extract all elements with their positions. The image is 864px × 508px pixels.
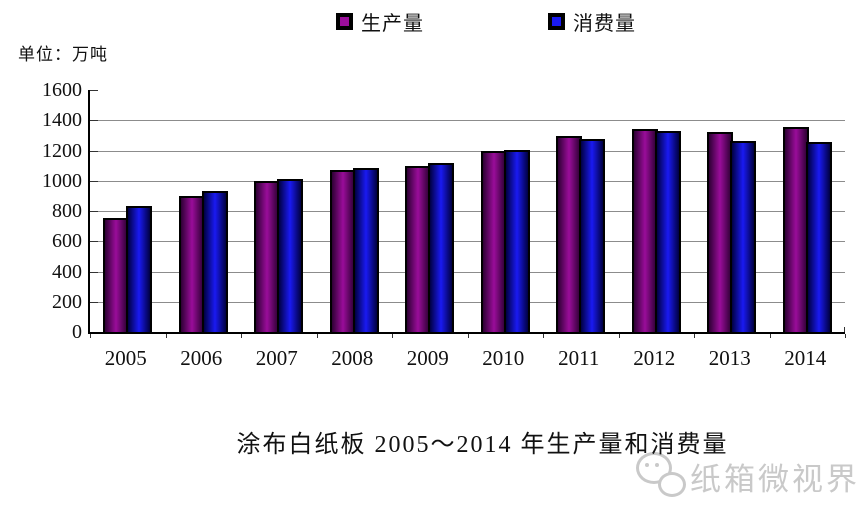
- production-bar-2014: [782, 127, 809, 332]
- bar-group-2009: [392, 163, 468, 332]
- y-axis-label-1600: 1600: [42, 79, 82, 101]
- legend-label-production: 生产量: [361, 13, 424, 35]
- x-tick-1: [165, 334, 167, 338]
- bar-group-2008: [317, 167, 393, 332]
- y-axis-label-1000: 1000: [42, 169, 82, 192]
- x-axis-label-2010: 2010: [482, 346, 525, 370]
- legend-item-production: 生产量: [336, 7, 424, 36]
- bar-group-2014: [770, 127, 846, 332]
- bar-group-2013: [694, 132, 770, 332]
- y-axis-label-200: 200: [52, 290, 82, 313]
- y-axis-label-400: 400: [52, 260, 82, 283]
- x-axis-label-2011: 2011: [558, 346, 600, 370]
- x-axis-end-tick: [844, 327, 845, 332]
- x-tick-10: [845, 334, 846, 338]
- y-axis-label-0: 0: [72, 321, 82, 343]
- x-tick-7: [618, 334, 620, 338]
- x-axis-label-2013: 2013: [708, 346, 751, 370]
- y-tick-1000: [90, 180, 98, 182]
- consumption-bar-2009: [428, 163, 455, 332]
- y-tick-400: [90, 271, 98, 273]
- x-tick-6: [543, 334, 544, 338]
- gridline-600: [90, 241, 845, 243]
- x-tick-5: [467, 334, 469, 338]
- x-tick-0: [90, 334, 91, 338]
- x-axis-label-2014: 2014: [784, 346, 827, 370]
- legend-label-consumption: 消费量: [573, 13, 636, 35]
- consumption-legend-swatch-icon: [548, 13, 565, 30]
- gridline-1400: [90, 120, 845, 122]
- x-tick-2: [241, 334, 242, 338]
- production-bar-2013: [707, 132, 734, 332]
- bar-group-2012: [619, 128, 695, 332]
- consumption-bar-2008: [352, 167, 379, 332]
- x-axis-label-2009: 2009: [406, 346, 449, 370]
- x-axis-label-2007: 2007: [255, 346, 298, 370]
- x-axis-label-2012: 2012: [633, 346, 676, 370]
- bar-group-2011: [543, 136, 619, 332]
- x-tick-9: [769, 334, 771, 338]
- y-tick-200: [90, 301, 98, 303]
- bar-series-container: [90, 90, 845, 332]
- consumption-bar-2011: [579, 139, 606, 332]
- consumption-bar-2007: [277, 179, 304, 332]
- y-axis-label-800: 800: [52, 200, 82, 222]
- gridline-800: [90, 211, 845, 212]
- legend-item-consumption: 消费量: [548, 7, 636, 36]
- watermark: 纸箱微视界: [632, 448, 860, 504]
- gridline-1000: [90, 180, 845, 182]
- x-tick-8: [694, 334, 695, 338]
- bar-group-2006: [166, 191, 242, 332]
- plot-area: [88, 90, 846, 338]
- chat-bubbles-logo-icon: [632, 448, 690, 504]
- x-tick-4: [392, 334, 393, 338]
- y-axis-label-1200: 1200: [42, 139, 82, 162]
- consumption-bar-2010: [503, 149, 530, 332]
- consumption-bar-2005: [126, 206, 153, 332]
- y-tick-1600: [90, 90, 98, 91]
- y-axis-label-600: 600: [52, 230, 82, 253]
- y-axis-unit-label: 单位：万吨: [18, 45, 108, 64]
- small-bubble-icon: [658, 472, 686, 497]
- y-tick-800: [90, 211, 98, 212]
- y-tick-1200: [90, 150, 98, 152]
- consumption-bar-2014: [805, 142, 832, 332]
- chart-title: 涂布白纸板 2005～2014 年生产量和消费量: [236, 432, 729, 458]
- gridline-400: [90, 271, 845, 273]
- y-tick-600: [90, 241, 98, 243]
- production-bar-2008: [329, 170, 356, 332]
- big-bubble-icon: [636, 452, 672, 484]
- x-axis-label-2008: 2008: [331, 346, 374, 370]
- x-tick-3: [316, 334, 318, 338]
- consumption-bar-2013: [730, 141, 757, 332]
- y-axis-label-1400: 1400: [42, 109, 82, 132]
- bar-group-2010: [468, 149, 544, 332]
- bar-group-2005: [90, 206, 166, 332]
- bar-group-2007: [241, 179, 317, 332]
- production-legend-swatch-icon: [336, 13, 353, 30]
- gridline-1200: [90, 150, 845, 152]
- x-axis-label-2006: 2006: [180, 346, 223, 370]
- y-tick-1400: [90, 120, 98, 122]
- x-axis-tick-labels: 2005 2006 2007 2008 2009 2010 2011 2012 2013 2014: [88, 346, 843, 371]
- consumption-bar-2006: [201, 191, 228, 332]
- watermark-text: 纸箱微视界: [690, 461, 860, 497]
- x-axis-label-2005: 2005: [104, 346, 147, 370]
- consumption-bar-2012: [654, 130, 681, 332]
- gridline-200: [90, 301, 845, 303]
